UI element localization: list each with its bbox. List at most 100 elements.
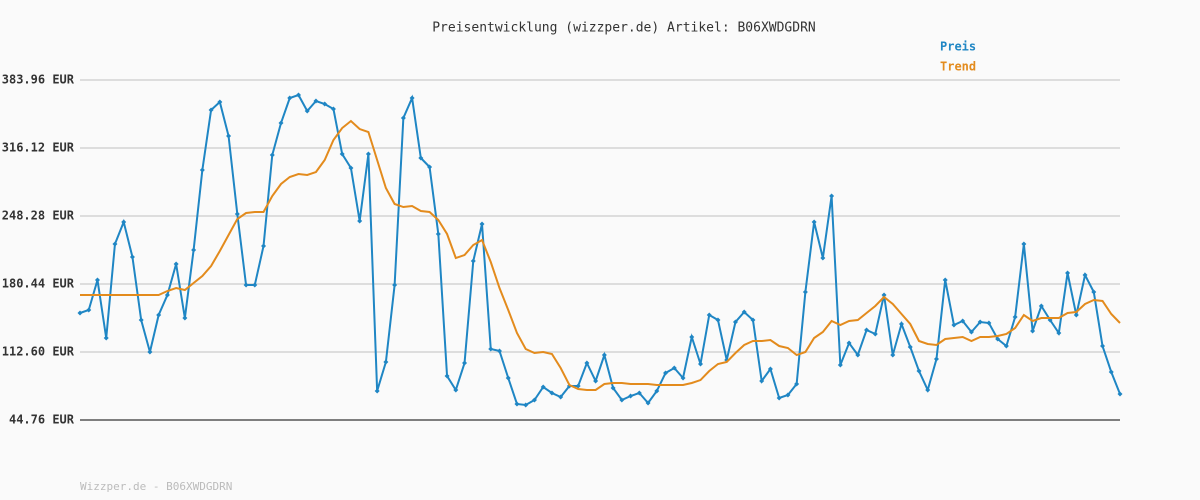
data-point <box>540 384 546 390</box>
data-point <box>785 392 791 398</box>
data-point <box>488 346 494 352</box>
data-point <box>470 258 476 264</box>
data-point <box>759 378 765 384</box>
y-tick-label: 44.76 EUR <box>9 413 75 427</box>
y-tick-label: 248.28 EUR <box>2 209 75 223</box>
data-point <box>741 309 747 315</box>
data-point <box>453 387 459 393</box>
data-point <box>715 317 721 323</box>
data-point <box>287 95 293 101</box>
data-point <box>899 321 905 327</box>
y-tick-label: 316.12 EUR <box>2 141 75 155</box>
data-point <box>986 320 992 326</box>
data-point <box>1065 270 1071 276</box>
data-point <box>252 282 258 288</box>
data-point <box>549 390 555 396</box>
data-point <box>444 373 450 379</box>
data-point <box>1021 241 1027 247</box>
data-point <box>1030 328 1036 334</box>
data-point <box>933 356 939 362</box>
data-point <box>261 243 267 249</box>
data-point <box>1100 343 1106 349</box>
y-tick-label: 112.60 EUR <box>2 345 75 359</box>
data-point <box>750 317 756 323</box>
data-point <box>645 400 651 406</box>
data-point <box>330 106 336 112</box>
data-point <box>794 381 800 387</box>
data-point <box>217 99 223 105</box>
data-point <box>103 335 109 341</box>
data-point <box>313 98 319 104</box>
y-tick-label: 180.44 EUR <box>2 277 75 291</box>
data-point <box>654 388 660 394</box>
data-point <box>1117 391 1123 397</box>
data-point <box>706 312 712 318</box>
data-point <box>234 211 240 217</box>
data-point <box>619 397 625 403</box>
data-point <box>977 319 983 325</box>
legend-entry: Preis <box>940 40 976 54</box>
series-line <box>80 119 1121 391</box>
data-point <box>942 277 948 283</box>
data-point <box>269 152 275 158</box>
data-point <box>584 360 590 366</box>
data-point <box>636 390 642 396</box>
data-point <box>1091 289 1097 295</box>
data-point <box>671 365 677 371</box>
data-point <box>829 193 835 199</box>
data-point <box>925 387 931 393</box>
data-point <box>1082 272 1088 278</box>
data-point <box>968 329 974 335</box>
data-point <box>1056 330 1062 336</box>
data-point <box>374 388 380 394</box>
data-point <box>435 231 441 237</box>
data-point <box>575 383 581 389</box>
data-point <box>182 315 188 321</box>
data-point <box>1003 343 1009 349</box>
data-point <box>820 255 826 261</box>
data-point <box>278 120 284 126</box>
data-point <box>1108 369 1114 375</box>
data-point <box>496 348 502 354</box>
data-point <box>86 307 92 313</box>
data-point <box>689 334 695 340</box>
data-point <box>348 165 354 171</box>
y-tick-label: 383.96 EUR <box>2 73 75 87</box>
data-point <box>295 92 301 98</box>
data-point <box>680 375 686 381</box>
data-point <box>173 261 179 267</box>
data-point <box>400 115 406 121</box>
data-point <box>129 254 135 260</box>
chart-title: Preisentwicklung (wizzper.de) Artikel: B… <box>432 21 816 36</box>
data-point <box>226 133 232 139</box>
data-point <box>1073 312 1079 318</box>
data-point <box>907 344 913 350</box>
data-point <box>357 218 363 224</box>
data-point <box>112 241 118 247</box>
data-point <box>339 151 345 157</box>
data-point <box>872 331 878 337</box>
footer: Wizzper.de - B06XWDGDRN <box>80 480 232 493</box>
data-point <box>601 352 607 358</box>
data-point <box>138 317 144 323</box>
data-point <box>409 95 415 101</box>
data-point <box>505 375 511 381</box>
data-point <box>77 310 83 316</box>
data-point <box>855 352 861 358</box>
data-point <box>951 322 957 328</box>
data-point <box>732 319 738 325</box>
data-point <box>462 360 468 366</box>
data-point <box>121 219 127 225</box>
data-point <box>846 340 852 346</box>
data-point <box>479 221 485 227</box>
data-point <box>94 277 100 283</box>
data-point <box>1012 314 1018 320</box>
data-point <box>663 370 669 376</box>
data-point <box>418 155 424 161</box>
data-point <box>199 167 205 173</box>
legend-entry: Trend <box>940 60 976 74</box>
data-point <box>767 366 773 372</box>
data-point <box>383 359 389 365</box>
